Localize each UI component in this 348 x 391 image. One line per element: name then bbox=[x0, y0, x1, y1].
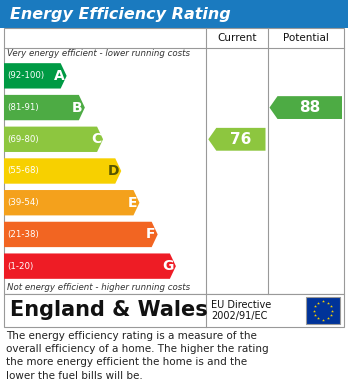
Text: Potential: Potential bbox=[283, 33, 329, 43]
Text: F: F bbox=[146, 228, 156, 241]
Text: E: E bbox=[128, 196, 137, 210]
Text: EU Directive: EU Directive bbox=[211, 301, 271, 310]
Polygon shape bbox=[208, 128, 266, 151]
Text: Not energy efficient - higher running costs: Not energy efficient - higher running co… bbox=[7, 283, 190, 292]
Text: A: A bbox=[54, 69, 65, 83]
Text: (92-100): (92-100) bbox=[7, 71, 44, 81]
Text: 88: 88 bbox=[299, 100, 321, 115]
Text: (55-68): (55-68) bbox=[7, 167, 39, 176]
Polygon shape bbox=[4, 95, 85, 120]
Text: England & Wales: England & Wales bbox=[10, 301, 208, 321]
Text: (81-91): (81-91) bbox=[7, 103, 39, 112]
Text: (1-20): (1-20) bbox=[7, 262, 33, 271]
Polygon shape bbox=[4, 222, 158, 247]
Polygon shape bbox=[4, 158, 121, 184]
Text: 2002/91/EC: 2002/91/EC bbox=[211, 310, 268, 321]
Polygon shape bbox=[269, 96, 342, 119]
Text: Current: Current bbox=[217, 33, 256, 43]
Polygon shape bbox=[4, 253, 176, 279]
Text: The energy efficiency rating is a measure of the
overall efficiency of a home. T: The energy efficiency rating is a measur… bbox=[6, 331, 269, 380]
Bar bbox=[0, 0, 348, 28]
Text: (69-80): (69-80) bbox=[7, 135, 39, 144]
Polygon shape bbox=[4, 127, 103, 152]
Bar bbox=[306, 297, 340, 324]
Text: Energy Efficiency Rating: Energy Efficiency Rating bbox=[10, 7, 231, 22]
Text: (21-38): (21-38) bbox=[7, 230, 39, 239]
Text: B: B bbox=[72, 100, 83, 115]
Text: 76: 76 bbox=[230, 132, 252, 147]
Bar bbox=[4, 294, 344, 327]
Text: Very energy efficient - lower running costs: Very energy efficient - lower running co… bbox=[7, 50, 190, 59]
Text: (39-54): (39-54) bbox=[7, 198, 39, 207]
Text: D: D bbox=[108, 164, 119, 178]
Bar bbox=[4, 28, 344, 294]
Text: G: G bbox=[163, 259, 174, 273]
Text: C: C bbox=[91, 132, 101, 146]
Polygon shape bbox=[4, 63, 67, 88]
Polygon shape bbox=[4, 190, 140, 215]
